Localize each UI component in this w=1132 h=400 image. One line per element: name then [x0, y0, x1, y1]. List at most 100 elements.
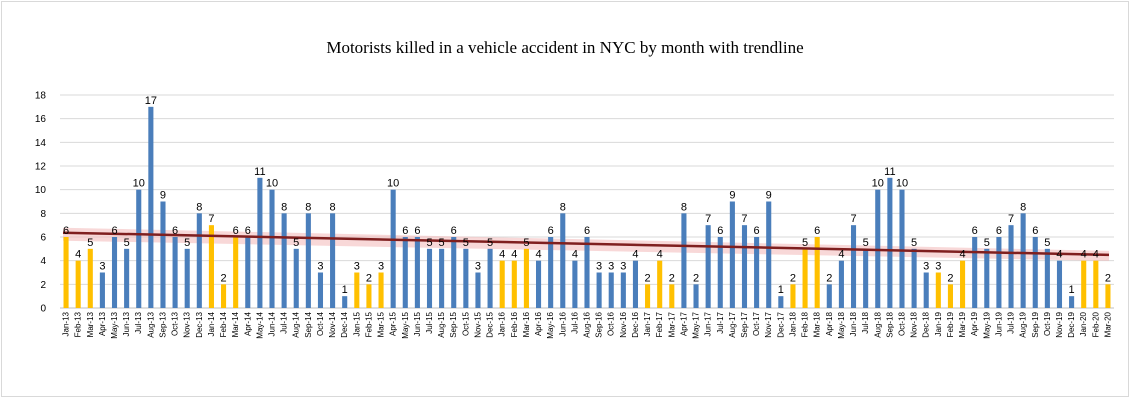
data-label: 6 — [402, 225, 408, 237]
data-label: 2 — [947, 272, 953, 284]
x-tick-label: Mar-14 — [231, 311, 240, 337]
data-label: 4 — [535, 249, 541, 261]
bar — [790, 284, 796, 308]
data-label: 2 — [693, 272, 699, 284]
bar — [814, 237, 820, 308]
y-tick-label: 12 — [35, 162, 47, 173]
y-tick-label: 8 — [40, 209, 46, 220]
bar — [972, 237, 978, 308]
bar — [596, 272, 602, 308]
y-tick-label: 0 — [40, 304, 46, 315]
x-tick-label: May-15 — [401, 311, 410, 338]
bar — [63, 237, 69, 308]
data-label: 7 — [850, 213, 856, 225]
data-label: 10 — [266, 178, 278, 190]
x-tick-label: Jan-20 — [1079, 311, 1088, 336]
bar — [560, 213, 566, 308]
bar — [657, 260, 663, 308]
data-label: 1 — [1069, 284, 1075, 296]
data-label: 8 — [281, 201, 287, 213]
data-label: 6 — [717, 225, 723, 237]
x-tick-label: Oct-14 — [316, 311, 325, 336]
x-tick-label: Jun-16 — [558, 311, 567, 336]
data-label: 17 — [145, 95, 157, 107]
bar — [1093, 260, 1099, 308]
bar — [729, 201, 735, 308]
data-label: 11 — [254, 166, 265, 178]
x-tick-label: Dec-16 — [631, 311, 640, 337]
bar — [99, 272, 105, 308]
x-tick-label: Oct-18 — [897, 311, 906, 336]
data-label: 4 — [657, 249, 663, 261]
bar — [136, 189, 142, 308]
x-tick-label: Sep-15 — [449, 311, 458, 337]
x-tick-label: Jan-18 — [788, 311, 797, 336]
x-tick-label: Aug-18 — [873, 311, 882, 337]
data-label: 6 — [451, 225, 457, 237]
x-tick-label: Mar-19 — [958, 311, 967, 337]
x-tick-label: Sep-19 — [1031, 311, 1040, 337]
x-tick-label: Feb-15 — [364, 311, 373, 337]
x-tick-label: Apr-18 — [825, 311, 834, 336]
data-label: 8 — [1020, 201, 1026, 213]
x-tick-label: Jun-13 — [122, 311, 131, 336]
x-tick-label: Mar-16 — [522, 311, 531, 337]
data-label: 5 — [1044, 237, 1050, 249]
bar — [947, 284, 953, 308]
x-tick-label: Feb-16 — [510, 311, 519, 337]
bar — [426, 248, 433, 308]
x-tick-label: Dec-17 — [776, 311, 785, 337]
x-tick-label: May-13 — [110, 311, 119, 338]
data-label: 5 — [863, 237, 869, 249]
y-tick-label: 2 — [40, 280, 46, 291]
data-label: 6 — [814, 225, 820, 237]
x-tick-label: Feb-13 — [74, 311, 83, 337]
bar — [1105, 284, 1111, 308]
data-label: 1 — [778, 284, 784, 296]
data-label: 6 — [414, 225, 420, 237]
data-label: 5 — [184, 237, 190, 249]
bar — [693, 284, 699, 308]
data-label: 5 — [802, 237, 808, 249]
data-label: 8 — [305, 201, 311, 213]
data-label: 4 — [1093, 249, 1099, 261]
bar — [160, 201, 166, 308]
data-label: 6 — [1032, 225, 1038, 237]
x-tick-label: Mar-17 — [667, 311, 676, 337]
x-tick-label: Sep-14 — [304, 311, 313, 337]
bar — [148, 106, 154, 308]
data-label: 6 — [63, 225, 69, 237]
x-tick-label: Jul-15 — [425, 311, 434, 333]
x-tick-label: Apr-13 — [98, 311, 107, 336]
data-label: 5 — [439, 237, 445, 249]
data-label: 5 — [487, 237, 493, 249]
x-tick-label: Jan-17 — [643, 311, 652, 336]
bar — [838, 260, 844, 308]
x-tick-label: Dec-15 — [486, 311, 495, 337]
data-label: 7 — [1008, 213, 1014, 225]
bar — [863, 248, 869, 308]
bar — [802, 248, 808, 308]
data-label: 4 — [1056, 249, 1062, 261]
x-tick-label: Jun-19 — [994, 311, 1003, 336]
bar — [632, 260, 639, 308]
x-tick-label: Mar-18 — [813, 311, 822, 337]
data-label: 2 — [366, 272, 372, 284]
bar — [1008, 225, 1014, 308]
data-label: 8 — [196, 201, 202, 213]
bar — [281, 213, 287, 308]
x-tick-label: Mar-20 — [1103, 311, 1112, 337]
bar — [1081, 260, 1087, 308]
x-tick-label: Nov-17 — [764, 311, 773, 337]
bar — [923, 272, 929, 308]
bar — [511, 260, 517, 308]
bar — [1032, 237, 1038, 308]
x-tick-label: Nov-19 — [1055, 311, 1064, 337]
data-label: 6 — [111, 225, 117, 237]
x-tick-label: May-19 — [982, 311, 991, 338]
bar — [766, 201, 772, 308]
data-label: 5 — [984, 237, 990, 249]
bar — [305, 213, 311, 308]
bar — [342, 296, 348, 308]
